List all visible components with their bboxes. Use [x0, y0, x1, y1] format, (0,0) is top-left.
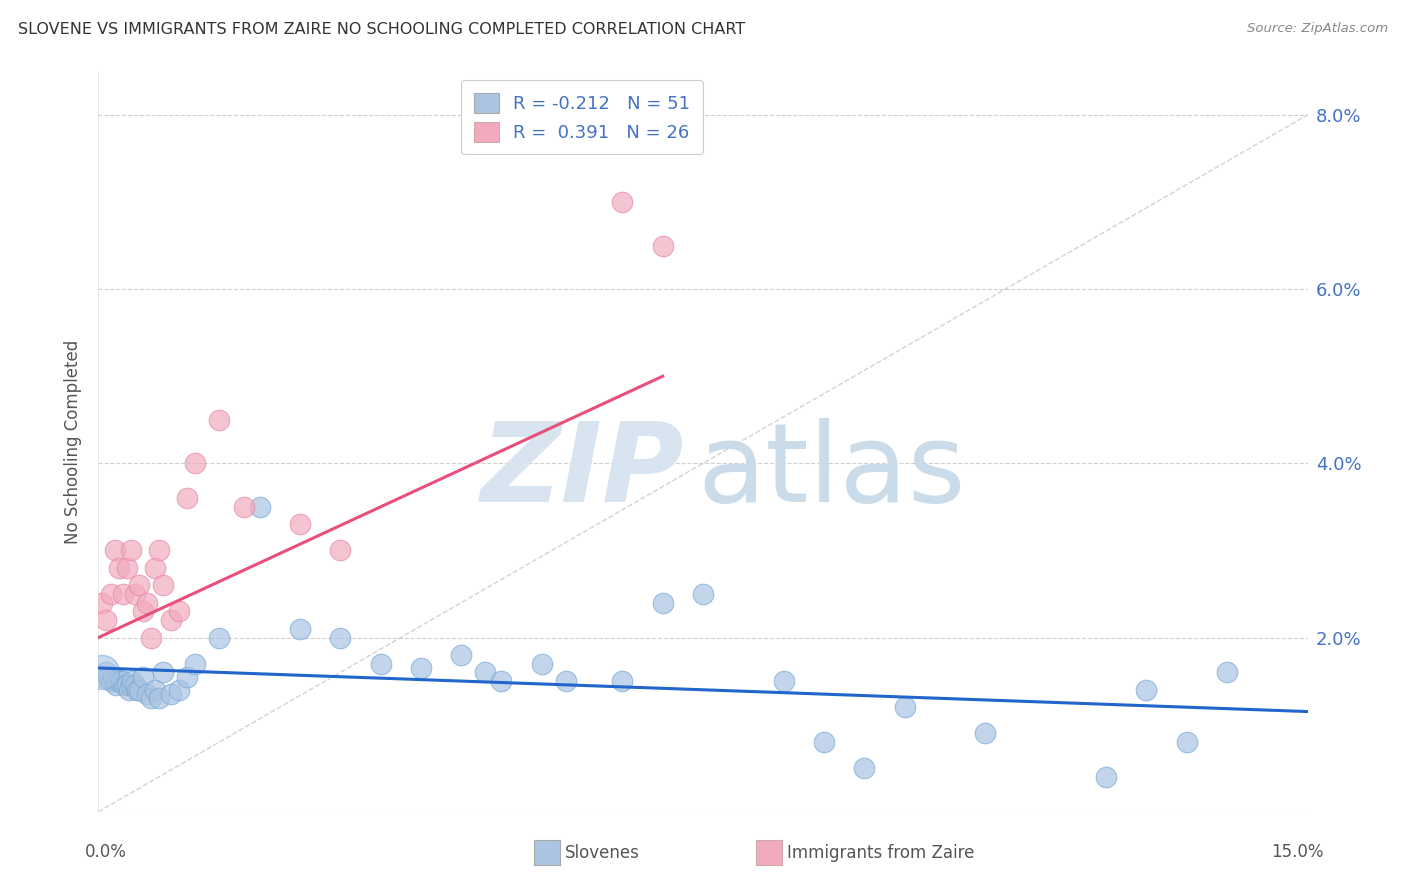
Point: [288, 517, 311, 532]
Point: [121, 674, 143, 689]
Point: [135, 596, 157, 610]
Point: [1216, 665, 1239, 680]
Point: [772, 674, 794, 689]
Text: SLOVENE VS IMMIGRANTS FROM ZAIRE NO SCHOOLING COMPLETED CORRELATION CHART: SLOVENE VS IMMIGRANTS FROM ZAIRE NO SCHO…: [18, 22, 745, 37]
Point: [148, 543, 170, 558]
Point: [139, 691, 162, 706]
Point: [120, 678, 142, 692]
Point: [112, 678, 135, 692]
Y-axis label: No Schooling Completed: No Schooling Completed: [65, 340, 83, 543]
Text: Source: ZipAtlas.com: Source: ZipAtlas.com: [1247, 22, 1388, 36]
Point: [105, 678, 128, 692]
Point: [107, 674, 129, 689]
Point: [100, 587, 122, 601]
Point: [450, 648, 472, 662]
Point: [103, 674, 125, 689]
Point: [107, 561, 129, 575]
Point: [651, 238, 673, 252]
Point: [132, 604, 155, 618]
Point: [111, 587, 134, 601]
Point: [167, 682, 190, 697]
Point: [1175, 735, 1198, 749]
Point: [128, 578, 150, 592]
Point: [530, 657, 553, 671]
Point: [555, 674, 578, 689]
Point: [208, 413, 231, 427]
Point: [184, 657, 207, 671]
Point: [132, 670, 155, 684]
Point: [474, 665, 496, 680]
Point: [288, 622, 311, 636]
Point: [184, 456, 207, 470]
Point: [115, 561, 138, 575]
Point: [100, 674, 122, 689]
Point: [97, 670, 120, 684]
Point: [160, 687, 183, 701]
Point: [167, 604, 190, 618]
Legend: R = -0.212   N = 51, R =  0.391   N = 26: R = -0.212 N = 51, R = 0.391 N = 26: [461, 80, 703, 154]
Point: [612, 674, 634, 689]
Point: [127, 682, 149, 697]
Point: [152, 665, 174, 680]
Text: 15.0%: 15.0%: [1271, 843, 1324, 861]
Point: [651, 596, 673, 610]
Point: [91, 596, 114, 610]
Point: [853, 761, 876, 775]
Point: [96, 665, 118, 680]
Point: [120, 543, 142, 558]
Point: [176, 670, 198, 684]
Point: [101, 670, 124, 684]
Text: ZIP: ZIP: [481, 417, 685, 524]
Point: [91, 665, 114, 680]
Text: 0.0%: 0.0%: [84, 843, 127, 861]
Point: [612, 194, 634, 209]
Point: [1095, 770, 1118, 784]
Point: [329, 543, 352, 558]
Point: [176, 491, 198, 505]
Point: [91, 670, 114, 684]
Point: [160, 613, 183, 627]
Point: [148, 691, 170, 706]
Point: [143, 561, 166, 575]
Point: [143, 682, 166, 697]
Point: [692, 587, 714, 601]
Point: [111, 674, 134, 689]
Point: [893, 700, 915, 714]
Point: [139, 631, 162, 645]
Point: [128, 682, 150, 697]
Text: atlas: atlas: [697, 417, 966, 524]
Point: [208, 631, 231, 645]
Point: [152, 578, 174, 592]
Point: [409, 661, 432, 675]
Point: [232, 500, 254, 514]
Point: [974, 726, 997, 740]
Point: [135, 687, 157, 701]
Text: Immigrants from Zaire: Immigrants from Zaire: [787, 844, 974, 862]
Point: [491, 674, 513, 689]
Point: [115, 678, 138, 692]
Point: [110, 674, 132, 689]
Point: [370, 657, 392, 671]
Point: [124, 587, 146, 601]
Text: Slovenes: Slovenes: [565, 844, 640, 862]
Point: [1135, 682, 1157, 697]
Point: [329, 631, 352, 645]
Point: [813, 735, 835, 749]
Point: [118, 682, 141, 697]
Point: [124, 678, 146, 692]
Point: [249, 500, 271, 514]
Point: [103, 543, 125, 558]
Point: [96, 613, 118, 627]
